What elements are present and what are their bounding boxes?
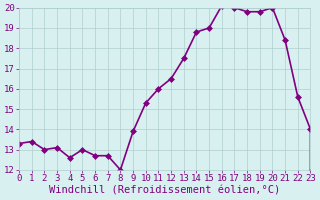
X-axis label: Windchill (Refroidissement éolien,°C): Windchill (Refroidissement éolien,°C) — [49, 186, 280, 196]
